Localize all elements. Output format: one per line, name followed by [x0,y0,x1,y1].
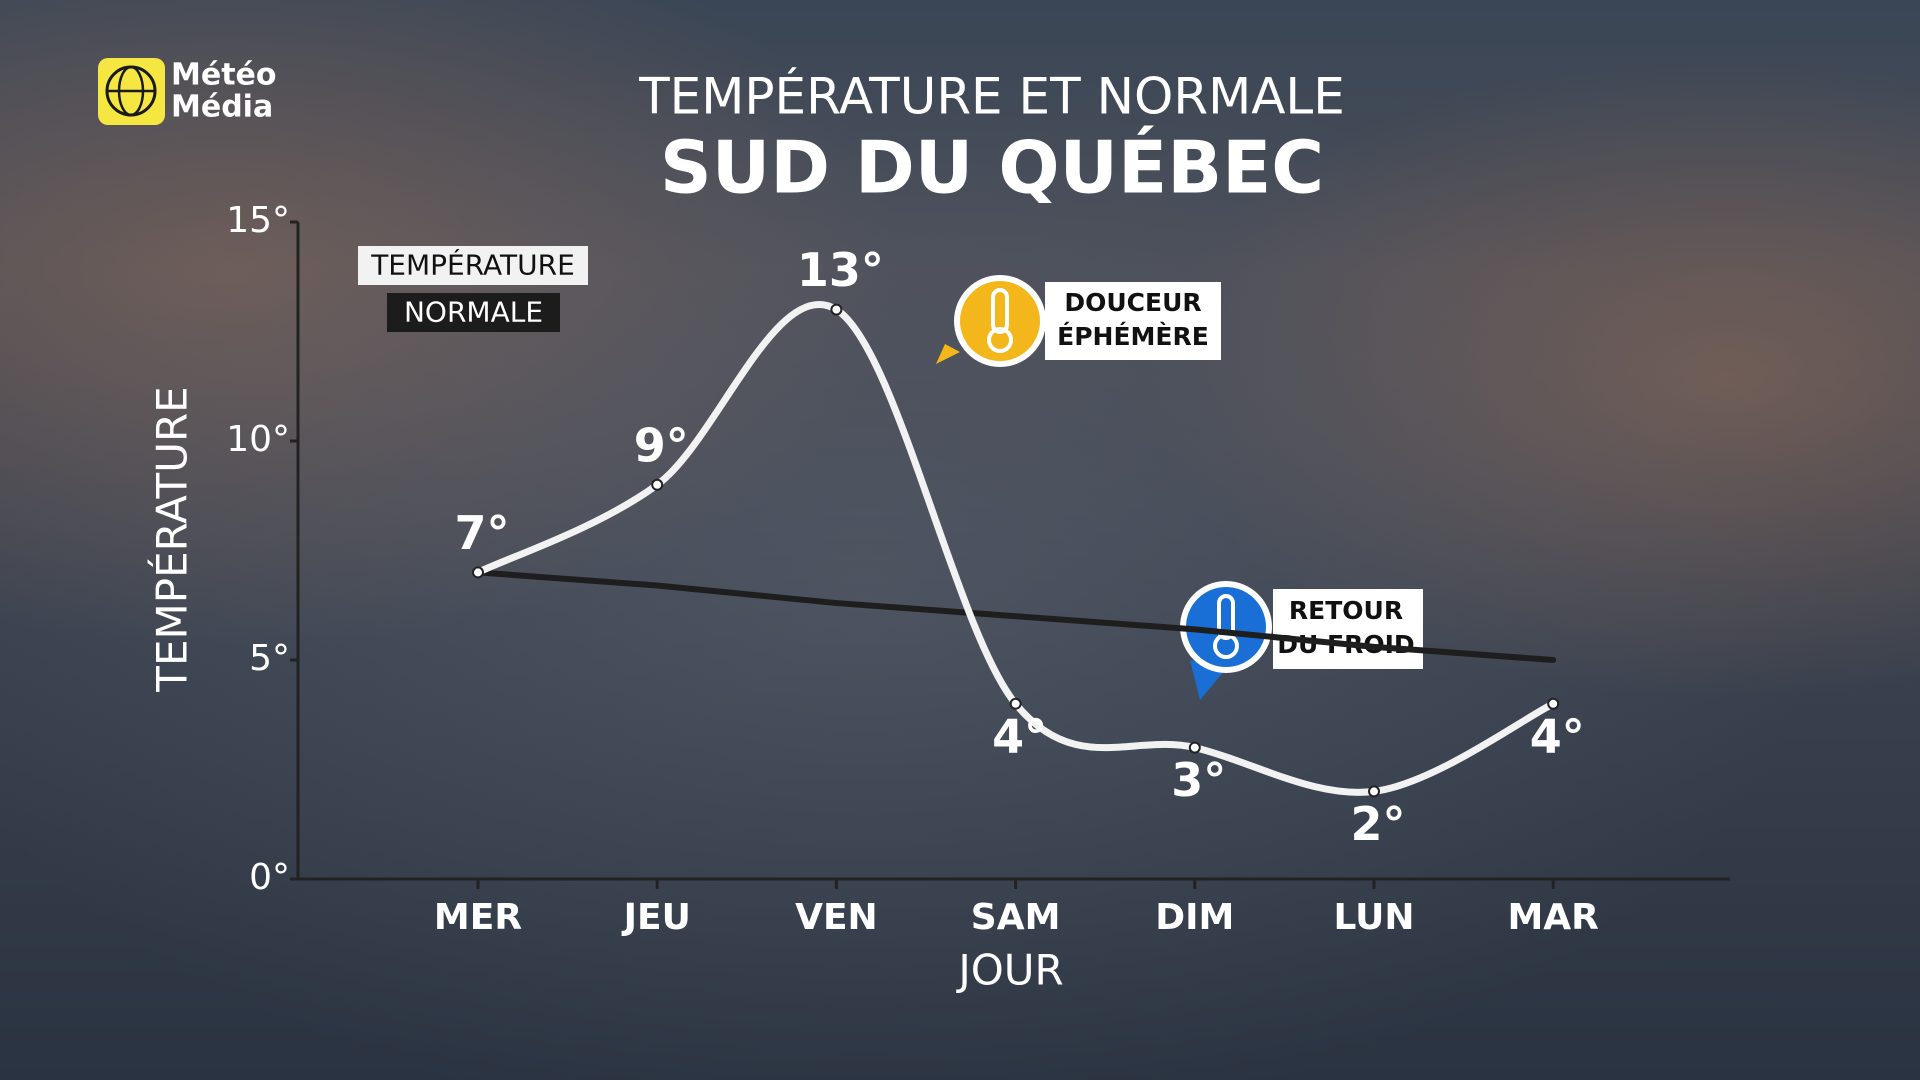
annotation-badge [1186,587,1266,667]
series-line [474,301,1557,796]
x-tick-label: VEN [795,897,878,938]
data-point [1188,741,1201,754]
data-point [830,303,843,316]
logo-text: Média [171,90,273,125]
x-tick-label: MER [434,897,522,938]
data-point [1368,785,1380,798]
annotation-badge [960,281,1040,361]
legend-label: TEMPÉRATURE [370,248,575,282]
legend-swatch [387,293,560,332]
annotation: DOUCEUR ÉPHÉMÈRE [936,275,1221,367]
chart-subtitle: SUD DU QUÉBEC [660,126,1324,210]
series-line [475,569,1557,663]
annotation-text: DOUCEUR [1064,288,1201,317]
value-label: 4° [992,709,1047,763]
x-tick-label: LUN [1333,897,1414,938]
value-label: 7° [454,506,509,560]
x-tick-label: DIM [1155,897,1234,938]
value-label: 2° [1350,797,1405,851]
data-point [651,478,664,491]
x-tick-label: MAR [1507,897,1598,938]
legend: TEMPÉRATURE NORMALE [358,246,588,332]
annotation-text: RETOUR [1289,596,1403,625]
y-tick-label: 5° [249,638,290,679]
x-axis-label: JOUR [955,946,1063,995]
y-tick-label: 15° [226,200,290,241]
value-label: 4° [1530,709,1585,763]
chart-title: TEMPÉRATURE ET NORMALE [638,67,1345,126]
plot-area: 0° 5° 10° 15° MER JEU VEN SAM DIM LUN MAR 7° 9° 13° 4°… [226,200,1730,938]
x-tick-label: JEU [621,897,691,938]
x-tick-label: SAM [971,897,1061,938]
value-label: 9° [634,418,689,472]
legend-swatch [358,246,588,285]
y-tick-label: 0° [249,857,290,898]
value-label: 13° [797,243,884,297]
annotation: RETOUR DU FROID [1180,581,1423,700]
annotation-text: ÉPHÉMÈRE [1057,322,1209,351]
y-axis-label: TEMPÉRATURE [147,386,197,692]
logo-text: Météo [171,58,277,93]
logo: Météo Média [98,58,277,125]
data-point [1547,697,1560,710]
data-point [472,566,484,579]
legend-label: NORMALE [404,296,543,329]
y-tick-label: 10° [226,419,290,460]
data-point [1009,697,1022,710]
value-label: 3° [1171,753,1226,807]
